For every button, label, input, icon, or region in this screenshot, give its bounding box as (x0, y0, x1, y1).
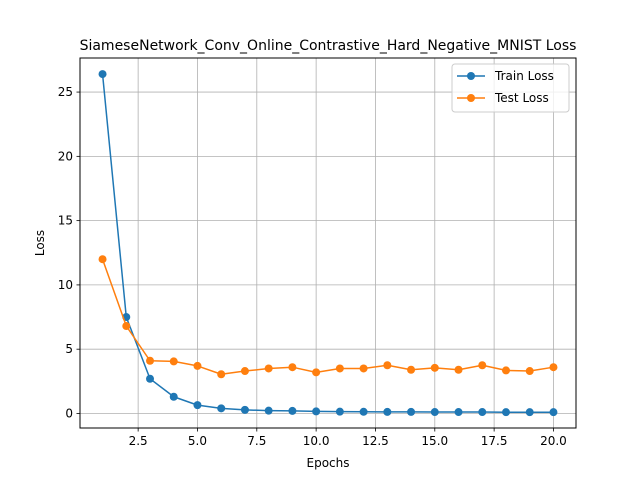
x-axis-label: Epochs (307, 456, 350, 470)
train-loss-point (430, 408, 439, 417)
train-loss-point (454, 408, 463, 417)
train-loss-point (169, 392, 178, 401)
y-axis-label: Loss (33, 230, 47, 256)
test-loss-series (98, 255, 558, 379)
test-loss-point (122, 322, 131, 331)
train-loss-point (335, 407, 344, 416)
train-loss-point (146, 374, 155, 383)
train-loss-point (383, 407, 392, 416)
x-tick-label: 20.0 (540, 434, 567, 448)
test-loss-point (193, 361, 202, 370)
plot-series (98, 70, 558, 417)
test-loss-point (240, 367, 249, 376)
train-loss-point (217, 404, 226, 413)
test-loss-point (146, 356, 155, 365)
legend: Train Loss Test Loss (451, 63, 570, 113)
y-tick-label: 25 (58, 85, 73, 99)
y-tick-label: 15 (58, 214, 73, 228)
test-loss-point (312, 368, 321, 377)
x-tick-label: 15.0 (421, 434, 448, 448)
test-loss-point (454, 365, 463, 374)
test-loss-point (430, 363, 439, 372)
train-loss-point (264, 406, 273, 415)
train-loss-point (98, 70, 107, 79)
x-tick-label: 2.5 (129, 434, 148, 448)
train-loss-point (501, 408, 510, 417)
plot-frame (79, 57, 577, 429)
test-loss-point (217, 370, 226, 379)
train-loss-point (478, 408, 487, 417)
y-tick-label: 5 (65, 342, 73, 356)
train-loss-point (549, 408, 558, 417)
test-loss-point (549, 363, 558, 372)
test-loss-line (101, 258, 554, 376)
y-tick-label: 0 (65, 406, 73, 420)
test-loss-legend-marker (467, 94, 475, 102)
test-loss-point (525, 367, 534, 376)
x-tick-label: 10.0 (303, 434, 330, 448)
train-loss-legend-label: Train Loss (494, 69, 554, 83)
grid-lines (80, 58, 576, 428)
train-loss-point (359, 407, 368, 416)
test-loss-legend-label: Test Loss (494, 91, 549, 105)
x-tick-label: 5.0 (188, 434, 207, 448)
test-loss-point (501, 366, 510, 375)
test-loss-point (359, 364, 368, 373)
axis-ticks: 2.5 5.0 7.5 10.0 12.5 15.0 17.5 20.0 0 5 10 15 20 25 (58, 85, 567, 448)
test-loss-point (335, 364, 344, 373)
x-tick-label: 7.5 (247, 434, 266, 448)
chart-title: SiameseNetwork_Conv_Online_Contrastive_H… (80, 38, 577, 54)
test-loss-point (288, 363, 297, 372)
test-loss-point (478, 361, 487, 370)
test-loss-point (264, 364, 273, 373)
test-loss-point (383, 361, 392, 370)
test-loss-point (169, 357, 178, 366)
test-loss-point (98, 255, 107, 264)
train-loss-point (193, 401, 202, 410)
train-loss-series (98, 70, 558, 417)
y-tick-label: 10 (58, 278, 73, 292)
x-tick-label: 12.5 (362, 434, 389, 448)
train-loss-point (288, 406, 297, 415)
y-tick-label: 20 (58, 149, 73, 163)
train-loss-point (525, 408, 534, 417)
train-loss-legend-marker (467, 72, 475, 80)
test-loss-point (407, 365, 416, 374)
x-tick-label: 17.5 (481, 434, 508, 448)
train-loss-point (240, 405, 249, 414)
train-loss-point (312, 407, 321, 416)
train-loss-point (407, 407, 416, 416)
